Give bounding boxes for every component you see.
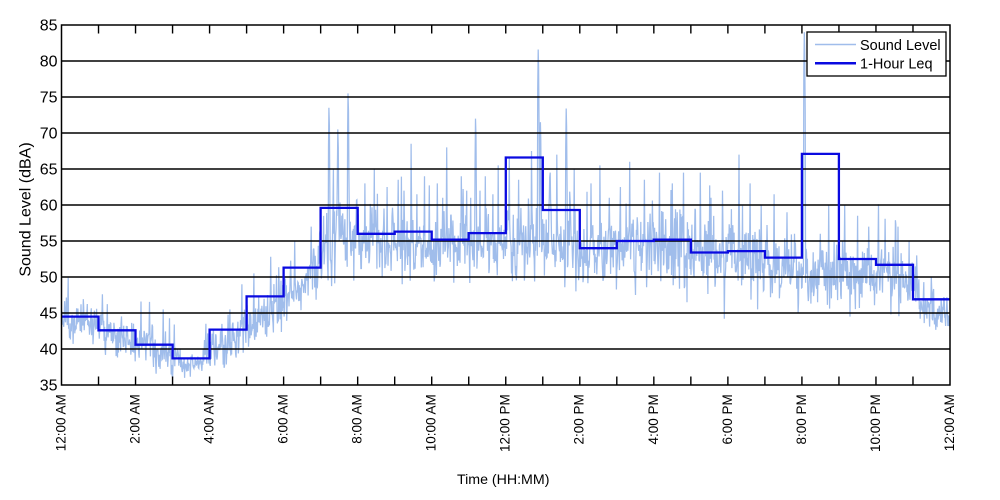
svg-text:60: 60	[40, 198, 58, 215]
svg-text:6:00 AM: 6:00 AM	[276, 394, 291, 444]
svg-text:50: 50	[40, 270, 58, 287]
svg-text:75: 75	[40, 90, 58, 107]
svg-text:85: 85	[40, 18, 58, 35]
svg-text:10:00 AM: 10:00 AM	[424, 394, 439, 451]
svg-text:65: 65	[40, 162, 58, 179]
svg-text:4:00 AM: 4:00 AM	[202, 394, 217, 444]
svg-text:55: 55	[40, 234, 58, 251]
svg-text:12:00 AM: 12:00 AM	[942, 394, 957, 451]
svg-text:Time (HH:MM): Time (HH:MM)	[457, 472, 549, 488]
svg-text:Sound Level (dBA): Sound Level (dBA)	[17, 142, 34, 276]
svg-text:70: 70	[40, 126, 58, 143]
svg-text:35: 35	[40, 378, 58, 395]
svg-text:8:00 PM: 8:00 PM	[794, 394, 809, 444]
svg-text:1-Hour Leq: 1-Hour Leq	[860, 57, 933, 73]
svg-text:12:00 PM: 12:00 PM	[498, 394, 513, 452]
svg-text:80: 80	[40, 54, 58, 71]
svg-text:10:00 PM: 10:00 PM	[868, 394, 883, 452]
svg-text:45: 45	[40, 306, 58, 323]
svg-text:4:00 PM: 4:00 PM	[646, 394, 661, 444]
svg-text:6:00 PM: 6:00 PM	[720, 394, 735, 444]
svg-text:2:00 AM: 2:00 AM	[128, 394, 143, 444]
svg-text:Sound Level: Sound Level	[860, 38, 941, 54]
svg-text:8:00 AM: 8:00 AM	[350, 394, 365, 444]
svg-text:40: 40	[40, 342, 58, 359]
svg-text:2:00 PM: 2:00 PM	[572, 394, 587, 444]
svg-text:12:00 AM: 12:00 AM	[54, 394, 69, 451]
